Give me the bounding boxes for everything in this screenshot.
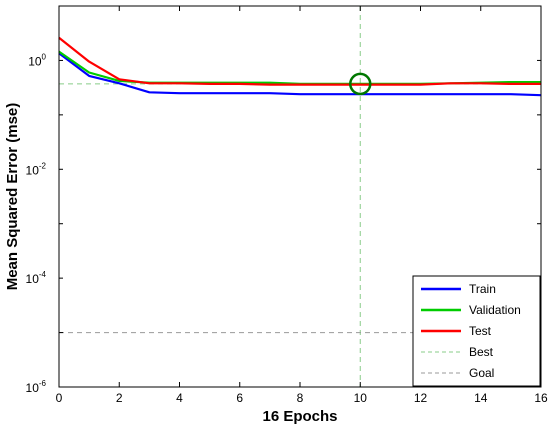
x-tick-label: 12 [414,391,428,405]
x-tick-label: 16 [534,391,548,405]
legend-label-goal: Goal [469,366,494,380]
x-tick-label: 6 [236,391,243,405]
legend: Train Validation Test Best Goal [412,275,541,387]
legend-label-train: Train [469,282,496,296]
legend-label-best: Best [469,345,494,359]
series-line-train [58,52,542,97]
x-tick-label: 10 [354,391,368,405]
y-tick-label: 10-2 [26,161,47,177]
x-tick-label: 8 [297,391,304,405]
legend-box [412,275,541,387]
x-tick-label: 4 [176,391,183,405]
x-tick-label: 14 [474,391,488,405]
best-marker [349,72,372,96]
series-line-test [58,36,541,86]
legend-label-test: Test [469,324,492,338]
x-tick-label: 2 [116,391,123,405]
y-axis-label: Mean Squared Error (mse) [4,103,21,291]
y-tick-label: 10-4 [26,270,47,286]
legend-label-validation: Validation [469,303,521,317]
x-tick-label: 0 [56,391,63,405]
x-axis-label: 16 Epochs [262,408,337,425]
y-tick-label: 100 [28,52,46,68]
y-tick-label: 10-6 [26,379,47,395]
